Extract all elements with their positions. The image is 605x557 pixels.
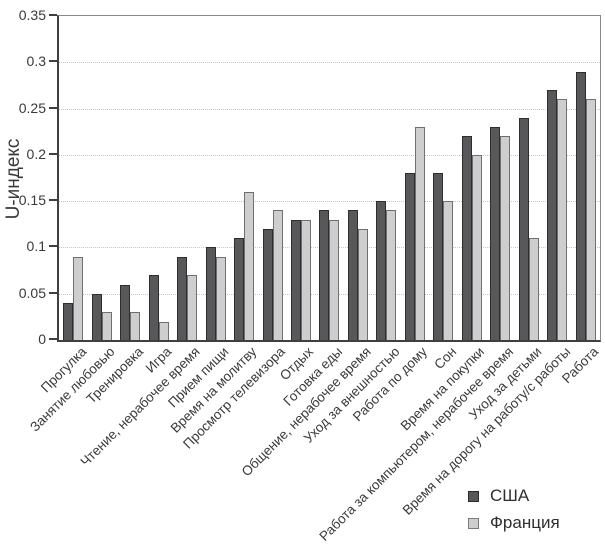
bar-США-Готовка еды bbox=[319, 210, 330, 340]
gridline-0.2 bbox=[59, 154, 600, 156]
y-tick-label: 0.35 bbox=[18, 7, 46, 23]
bar-Франция-Тренировка bbox=[130, 312, 141, 340]
bar-Франция-Общение, нерабочее время bbox=[357, 228, 368, 340]
y-tick-label: 0 bbox=[38, 331, 46, 347]
bar-США-Общение, нерабочее время bbox=[347, 210, 358, 340]
bar-США-Чтение, нерабочее время bbox=[177, 256, 188, 340]
bar-Франция-Чтение, нерабочее время bbox=[187, 275, 198, 340]
bar-США-Время на дорогу на работу/с работы bbox=[547, 90, 558, 340]
legend-swatch-icon bbox=[468, 490, 479, 502]
y-tick-mark bbox=[49, 245, 57, 248]
bar-Франция-Просмотр телевизора bbox=[272, 210, 283, 340]
bar-group-8 bbox=[258, 16, 286, 340]
bar-США-Игра bbox=[148, 275, 159, 340]
bar-Франция-Отдых bbox=[300, 219, 311, 340]
bar-group-2 bbox=[87, 16, 115, 340]
bar-Франция-Игра bbox=[158, 321, 169, 340]
bar-group-9 bbox=[287, 16, 315, 340]
bar-США-Прием пищи bbox=[205, 247, 216, 340]
bar-group-15 bbox=[458, 16, 486, 340]
gridline-0.25 bbox=[59, 108, 600, 110]
bar-group-1 bbox=[59, 16, 87, 340]
bar-Франция-Готовка еды bbox=[329, 219, 340, 340]
y-tick-label: 0.25 bbox=[18, 99, 46, 116]
y-tick-mark bbox=[49, 106, 57, 109]
bar-Франция-Занятие любовью bbox=[101, 312, 112, 340]
plot-area bbox=[57, 15, 601, 342]
legend-label: Франция bbox=[490, 513, 560, 532]
bar-group-6 bbox=[201, 16, 229, 340]
bar-Франция-Прием пищи bbox=[215, 256, 226, 340]
bar-groups bbox=[59, 16, 600, 340]
bar-США-Просмотр телевизора bbox=[262, 228, 273, 340]
bar-group-5 bbox=[173, 16, 201, 340]
legend-swatch-icon bbox=[468, 517, 479, 529]
bar-Франция-Уход за детьми bbox=[528, 238, 539, 340]
bar-group-16 bbox=[486, 16, 514, 340]
bar-Франция-Время на молитву bbox=[244, 191, 255, 340]
y-axis-title: U-индекс bbox=[3, 138, 24, 220]
bar-group-18 bbox=[543, 16, 571, 340]
bar-group-11 bbox=[344, 16, 372, 340]
bar-group-17 bbox=[515, 16, 543, 340]
bar-США-Работа bbox=[575, 71, 586, 340]
bar-group-3 bbox=[116, 16, 144, 340]
bar-group-19 bbox=[571, 16, 599, 340]
bar-Франция-Сон bbox=[443, 201, 454, 340]
y-tick-label: 0.05 bbox=[18, 284, 46, 301]
y-tick-mark bbox=[49, 338, 57, 340]
bar-Франция-Прогулка bbox=[73, 256, 84, 340]
y-tick-label: 0.1 bbox=[26, 238, 46, 255]
bar-Франция-Работа bbox=[585, 99, 596, 340]
y-tick-mark bbox=[49, 199, 57, 202]
bar-США-Отдых bbox=[290, 219, 301, 340]
y-tick-mark bbox=[49, 291, 57, 294]
y-tick-mark bbox=[49, 152, 57, 155]
bar-Франция-Уход за внешностью bbox=[386, 210, 397, 340]
y-tick-mark bbox=[49, 60, 57, 63]
bar-США-Уход за детьми bbox=[518, 117, 529, 340]
y-tick-mark bbox=[49, 14, 57, 16]
bar-США-Время на молитву bbox=[234, 238, 245, 340]
bar-США-Прогулка bbox=[63, 303, 74, 340]
bar-Франция-Работа за компьютером, нерабочее время bbox=[500, 136, 511, 340]
bar-group-13 bbox=[401, 16, 429, 340]
legend-label: США bbox=[490, 486, 530, 505]
bar-group-7 bbox=[230, 16, 258, 340]
gridline-0.15 bbox=[59, 201, 600, 203]
y-tick-label: 0.3 bbox=[26, 53, 46, 70]
legend-item-США: США bbox=[468, 486, 560, 506]
legend: США Франция bbox=[468, 486, 560, 533]
bar-group-4 bbox=[144, 16, 172, 340]
bar-США-Сон bbox=[433, 173, 444, 340]
y-tick-label: 0.15 bbox=[18, 192, 46, 209]
bar-США-Работа по дому bbox=[404, 173, 415, 340]
gridline-0.3 bbox=[59, 62, 600, 64]
bar-group-14 bbox=[429, 16, 457, 340]
bar-США-Время на покупки bbox=[461, 136, 472, 340]
bar-США-Тренировка bbox=[120, 284, 131, 340]
legend-item-Франция: Франция bbox=[468, 513, 560, 533]
bar-Франция-Работа по дому bbox=[414, 127, 425, 340]
y-tick-label: 0.2 bbox=[26, 145, 46, 162]
bar-США-Уход за внешностью bbox=[376, 201, 387, 340]
bar-group-10 bbox=[315, 16, 343, 340]
bar-Франция-Время на дорогу на работу/с работы bbox=[557, 99, 568, 340]
bar-США-Работа за компьютером, нерабочее время bbox=[490, 127, 501, 340]
bar-group-12 bbox=[372, 16, 400, 340]
bar-США-Занятие любовью bbox=[91, 293, 102, 340]
bar-Франция-Время на покупки bbox=[471, 154, 482, 340]
